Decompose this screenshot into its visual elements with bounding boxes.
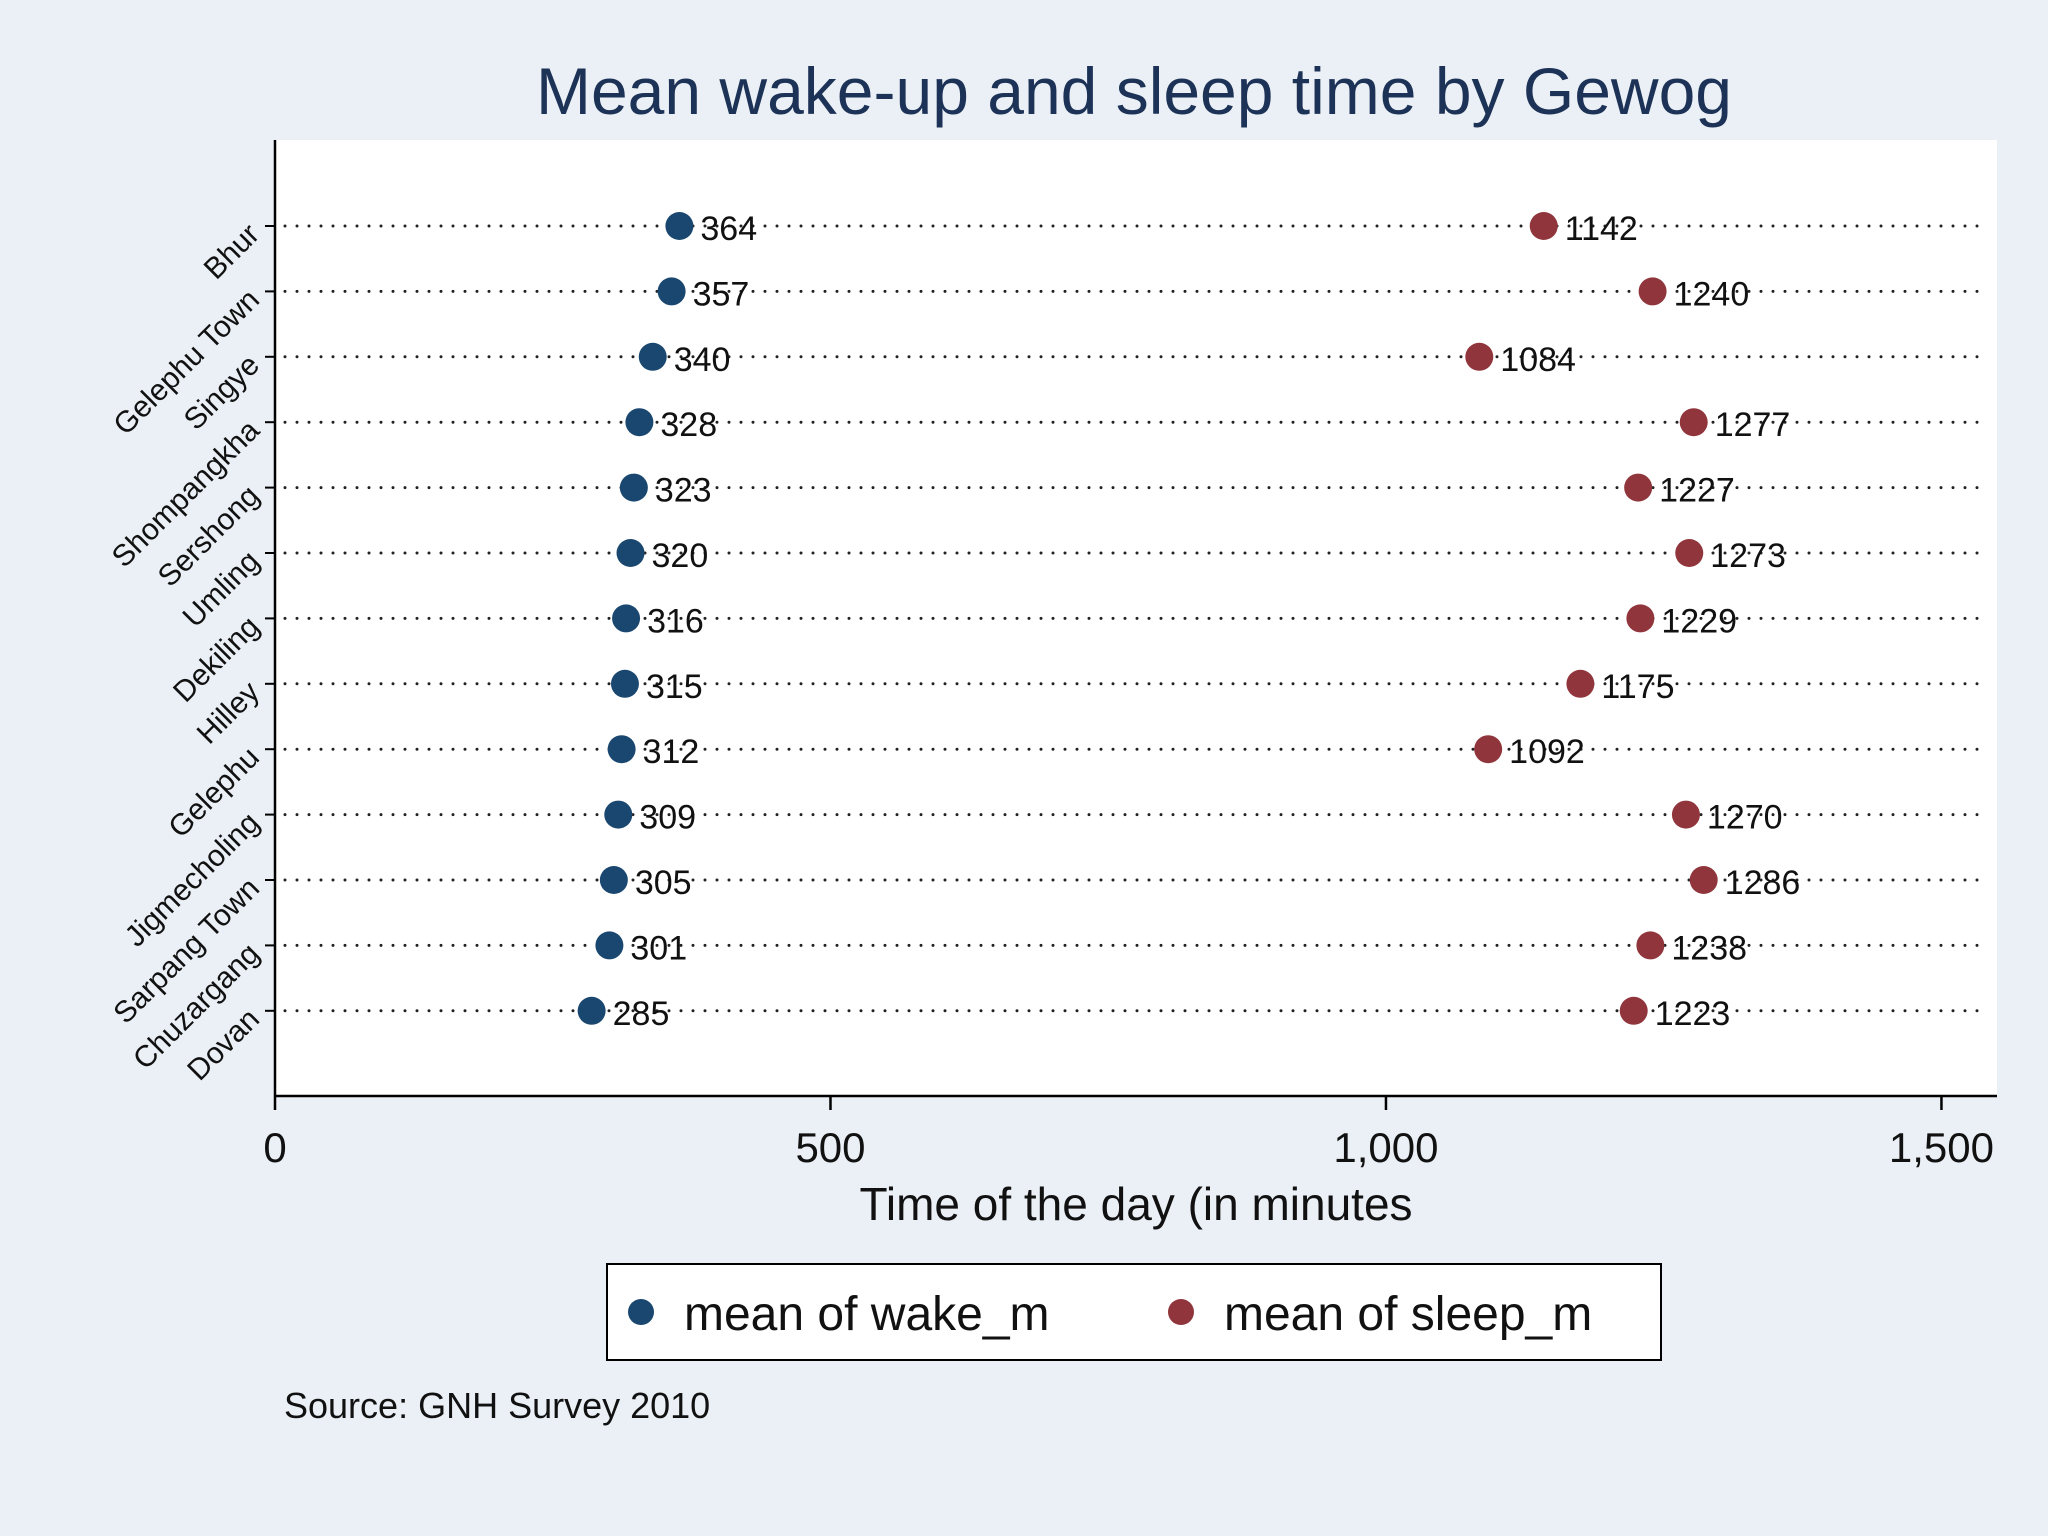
point-sleep-2 (1465, 342, 1494, 371)
value-label-sleep-11: 1238 (1671, 929, 1747, 967)
point-wake-0 (665, 212, 694, 240)
value-label-sleep-6: 1229 (1661, 602, 1737, 640)
value-label-sleep-8: 1092 (1509, 733, 1585, 771)
value-label-sleep-4: 1227 (1659, 472, 1735, 510)
point-wake-5 (616, 539, 645, 567)
value-label-wake-6: 316 (647, 602, 704, 640)
value-label-wake-9: 309 (639, 799, 696, 837)
point-sleep-0 (1529, 212, 1558, 240)
value-label-wake-8: 312 (643, 733, 700, 771)
value-label-sleep-3: 1277 (1715, 406, 1791, 444)
point-wake-12 (577, 996, 606, 1025)
x-tick-label-2: 1,000 (1333, 1124, 1438, 1171)
point-wake-11 (595, 931, 624, 960)
x-tick-label-0: 0 (263, 1124, 286, 1171)
value-label-wake-10: 305 (635, 864, 692, 902)
category-label-0: Bhur (198, 218, 266, 286)
value-label-wake-7: 315 (646, 668, 703, 706)
point-wake-10 (599, 866, 628, 894)
value-label-wake-11: 301 (630, 929, 687, 967)
point-sleep-3 (1679, 408, 1708, 437)
point-sleep-8 (1474, 735, 1503, 764)
legend-marker-wake (628, 1299, 654, 1325)
point-sleep-7 (1566, 669, 1595, 698)
point-wake-6 (612, 604, 641, 633)
legend-label-wake: mean of wake_m (684, 1288, 1050, 1341)
point-sleep-5 (1675, 539, 1704, 567)
value-label-sleep-5: 1273 (1710, 537, 1786, 575)
value-label-sleep-1: 1240 (1674, 275, 1750, 313)
point-wake-9 (604, 800, 633, 829)
point-wake-7 (610, 669, 639, 698)
value-label-wake-0: 364 (700, 210, 757, 248)
source-note: Source: GNH Survey 2010 (284, 1385, 710, 1426)
value-label-wake-3: 328 (660, 406, 717, 444)
point-sleep-1 (1638, 277, 1667, 306)
point-sleep-12 (1619, 996, 1648, 1025)
point-wake-2 (638, 342, 667, 371)
value-label-sleep-9: 1270 (1707, 799, 1783, 837)
value-label-wake-4: 323 (655, 472, 712, 510)
value-label-sleep-7: 1175 (1601, 668, 1674, 706)
value-label-wake-12: 285 (613, 995, 670, 1033)
value-label-sleep-2: 1084 (1500, 341, 1576, 379)
value-label-wake-5: 320 (652, 537, 709, 575)
legend-marker-sleep (1168, 1299, 1194, 1325)
point-sleep-4 (1624, 473, 1653, 502)
x-tick-label-1: 500 (795, 1124, 865, 1171)
x-tick-label-3: 1,500 (1889, 1124, 1994, 1171)
chart-title: Mean wake-up and sleep time by Gewog (536, 54, 1732, 128)
point-wake-1 (657, 277, 686, 306)
point-wake-3 (625, 408, 654, 437)
legend-label-sleep: mean of sleep_m (1224, 1288, 1592, 1341)
point-sleep-11 (1636, 931, 1665, 960)
point-wake-8 (607, 735, 636, 764)
point-sleep-9 (1671, 800, 1700, 829)
legend-box (606, 1263, 1662, 1361)
point-sleep-10 (1689, 866, 1718, 894)
value-label-wake-1: 357 (693, 275, 750, 313)
x-axis-title: Time of the day (in minutes (859, 1178, 1412, 1230)
value-label-wake-2: 340 (674, 341, 731, 379)
point-wake-4 (619, 473, 648, 502)
value-label-sleep-10: 1286 (1725, 864, 1801, 902)
legend: mean of wake_m mean of sleep_m (606, 1263, 1662, 1361)
value-label-sleep-0: 1142 (1565, 210, 1638, 248)
value-label-sleep-12: 1223 (1655, 995, 1731, 1033)
point-sleep-6 (1626, 604, 1655, 633)
